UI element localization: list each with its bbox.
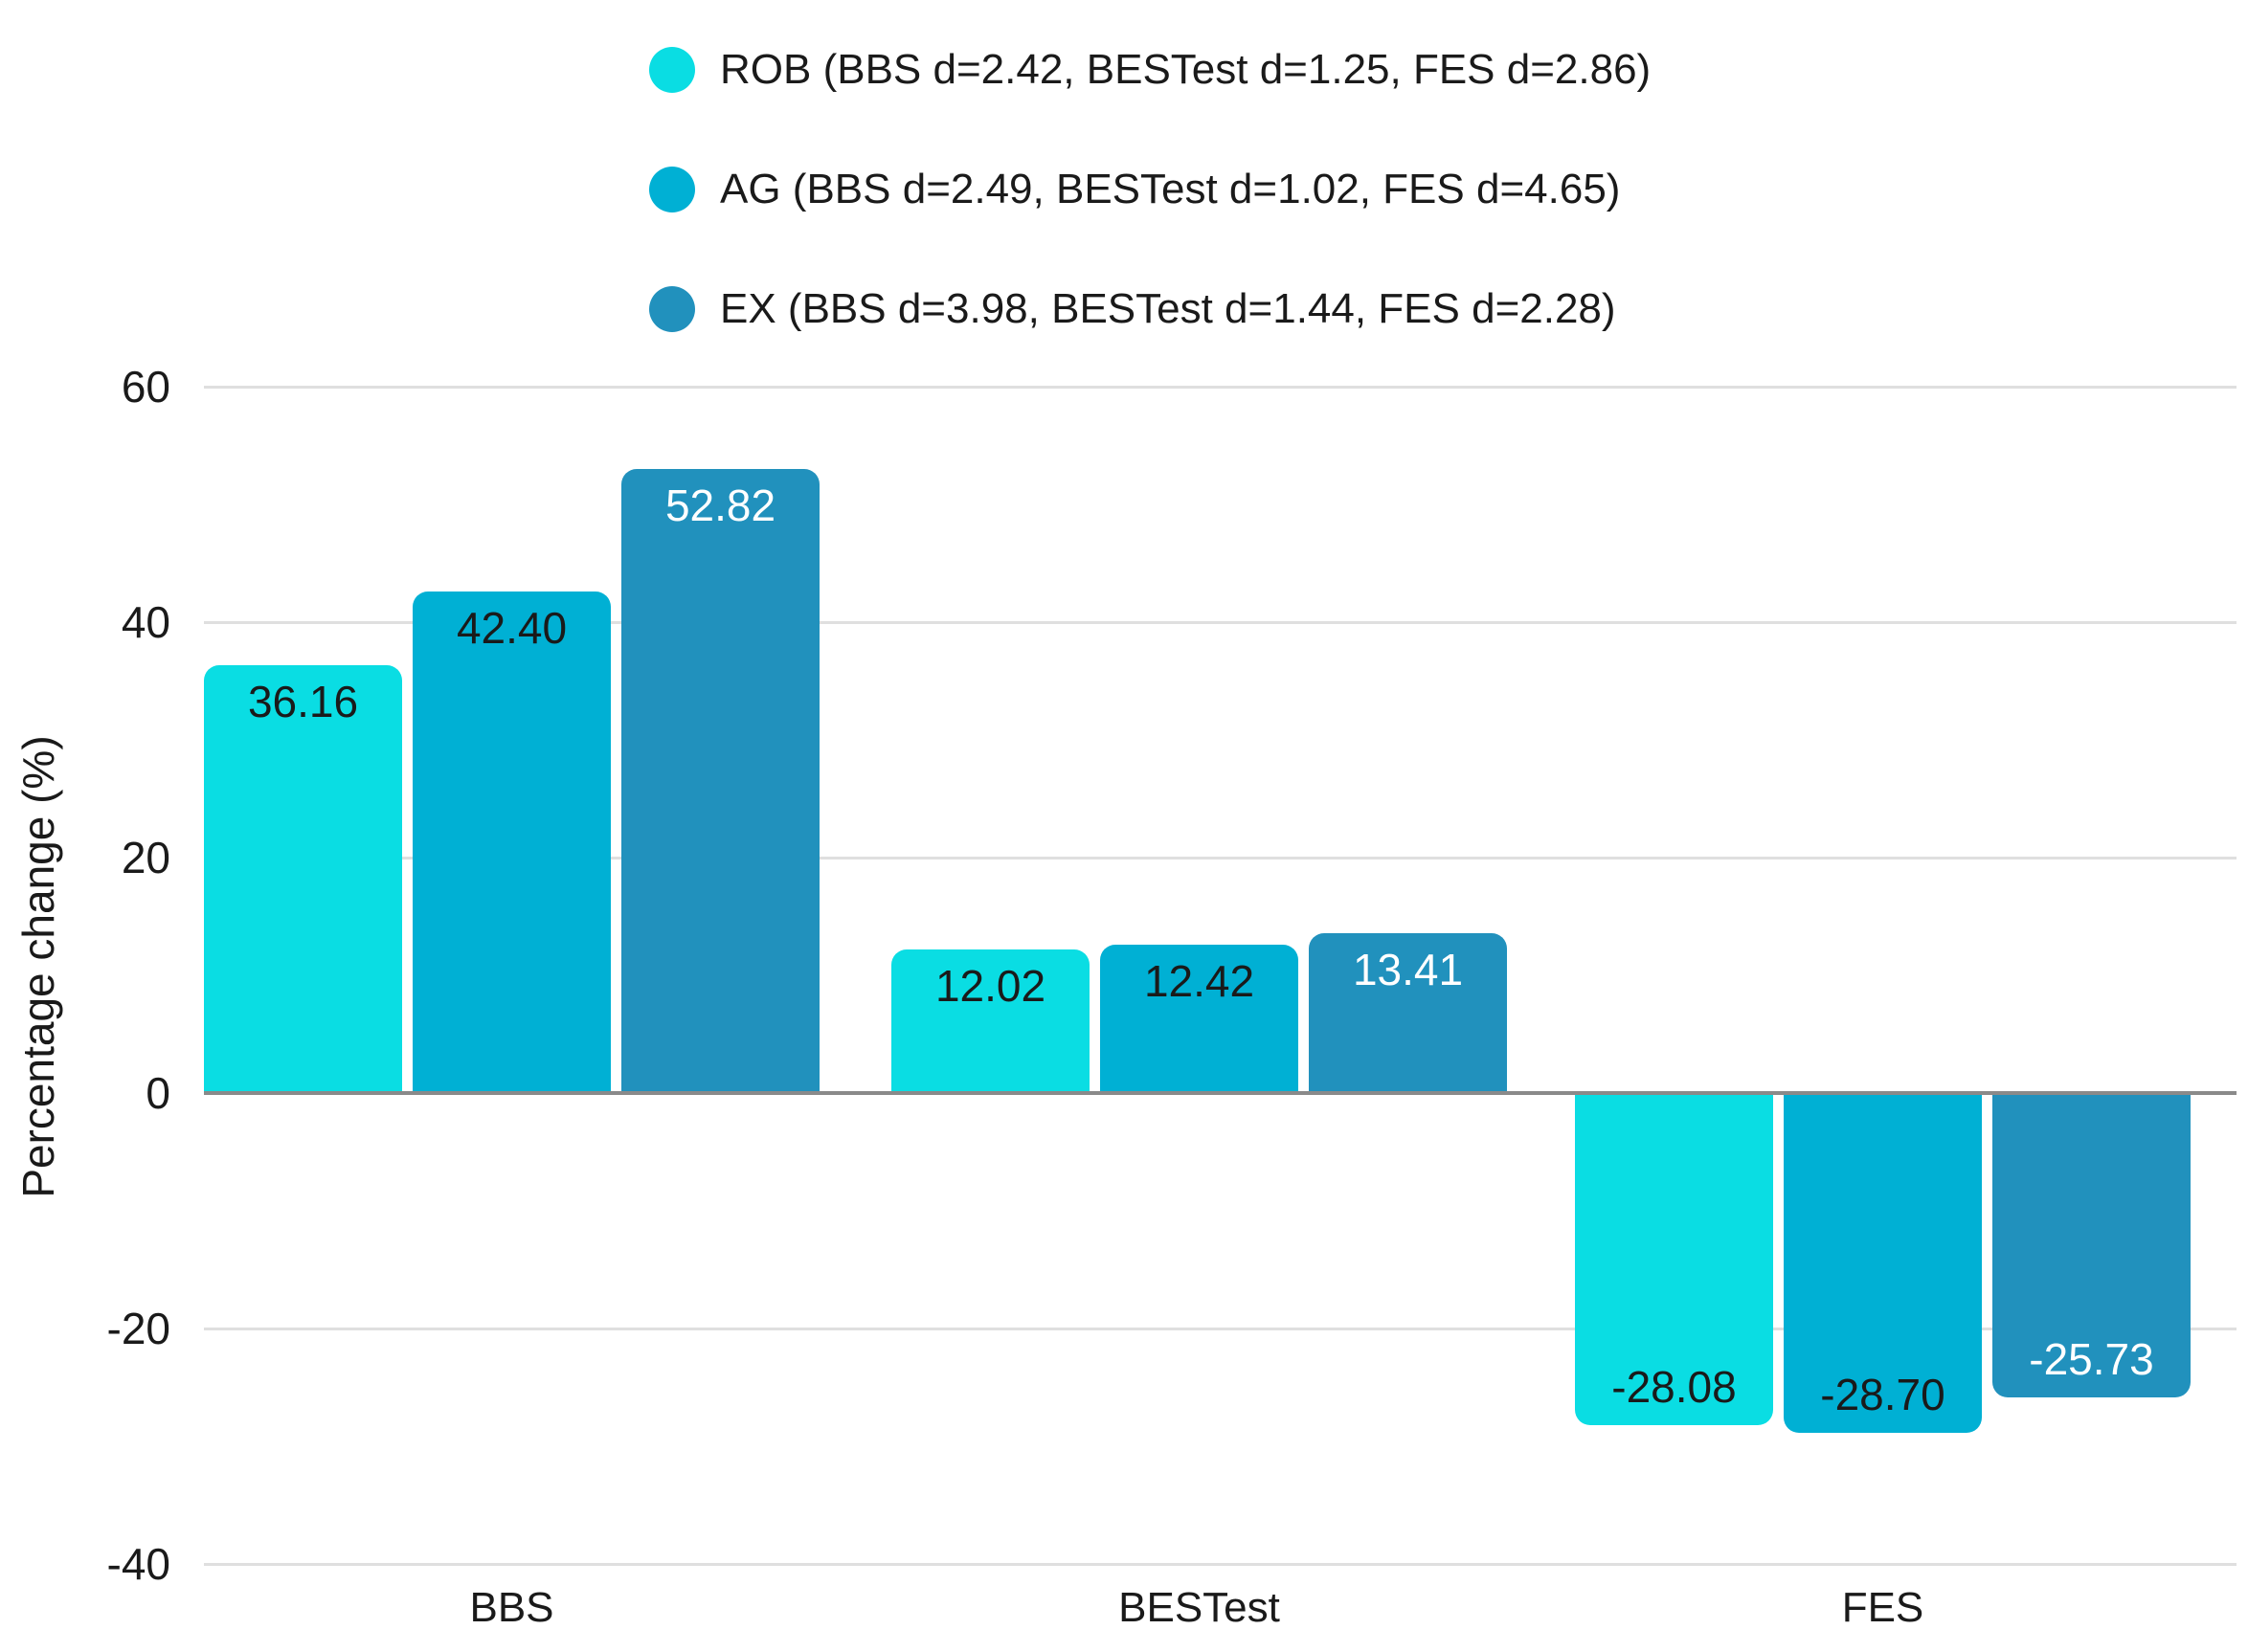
gridline	[204, 856, 2237, 859]
y-tick-label: 40	[121, 597, 170, 647]
bar-value-label: 12.42	[1143, 956, 1255, 1007]
bar-ex-fes: -25.73	[1992, 1095, 2191, 1398]
legend-swatch-icon	[649, 167, 695, 212]
x-axis-label-fes: FES	[1841, 1584, 1924, 1631]
legend-label: ROB (BBS d=2.42, BESTest d=1.25, FES d=2…	[720, 46, 1652, 93]
y-tick-label: 20	[121, 833, 170, 882]
bar-value-label: 52.82	[664, 480, 776, 531]
legend-item-rob: ROB (BBS d=2.42, BESTest d=1.25, FES d=2…	[649, 43, 1651, 97]
legend: ROB (BBS d=2.42, BESTest d=1.25, FES d=2…	[0, 0, 2248, 373]
legend-label: AG (BBS d=2.49, BESTest d=1.02, FES d=4.…	[720, 166, 1621, 212]
gridline	[204, 1327, 2237, 1330]
bar-value-label: 36.16	[247, 677, 359, 727]
bar-ag-bbs: 42.40	[413, 592, 611, 1091]
legend-swatch-icon	[649, 286, 695, 332]
bar-ag-fes: -28.70	[1784, 1095, 1982, 1433]
y-tick-label: -20	[106, 1304, 170, 1353]
bar-rob-fes: -28.08	[1575, 1095, 1773, 1426]
x-axis-zero-line	[204, 1091, 2237, 1095]
x-axis-label-bbs: BBS	[469, 1584, 554, 1631]
bar-value-label: 13.41	[1352, 945, 1464, 995]
bar-ex-bbs: 52.82	[621, 469, 820, 1091]
gridline	[204, 620, 2237, 624]
y-tick-label: 60	[121, 362, 170, 412]
bar-value-label: 12.02	[934, 961, 1046, 1012]
bar-value-label: -28.08	[1611, 1362, 1737, 1413]
x-axis-label-bestest: BESTest	[1118, 1584, 1280, 1631]
y-tick-label: -40	[106, 1539, 170, 1589]
legend-item-ex: EX (BBS d=3.98, BESTest d=1.44, FES d=2.…	[649, 282, 1616, 336]
bar-ag-bestest: 12.42	[1100, 945, 1298, 1091]
gridline	[204, 1562, 2237, 1566]
y-tick-label: 0	[146, 1068, 170, 1118]
bar-value-label: -28.70	[1820, 1370, 1945, 1419]
legend-label: EX (BBS d=3.98, BESTest d=1.44, FES d=2.…	[720, 285, 1616, 332]
bar-ex-bestest: 13.41	[1309, 933, 1507, 1091]
gridline	[204, 385, 2237, 389]
bar-rob-bestest: 12.02	[891, 949, 1090, 1091]
bar-rob-bbs: 36.16	[204, 665, 402, 1091]
legend-item-ag: AG (BBS d=2.49, BESTest d=1.02, FES d=4.…	[649, 163, 1620, 216]
y-axis-title: Percentage change (%)	[13, 735, 63, 1198]
bar-value-label: -25.73	[2029, 1334, 2154, 1385]
bar-value-label: 42.40	[456, 603, 568, 654]
legend-swatch-icon	[649, 47, 695, 93]
